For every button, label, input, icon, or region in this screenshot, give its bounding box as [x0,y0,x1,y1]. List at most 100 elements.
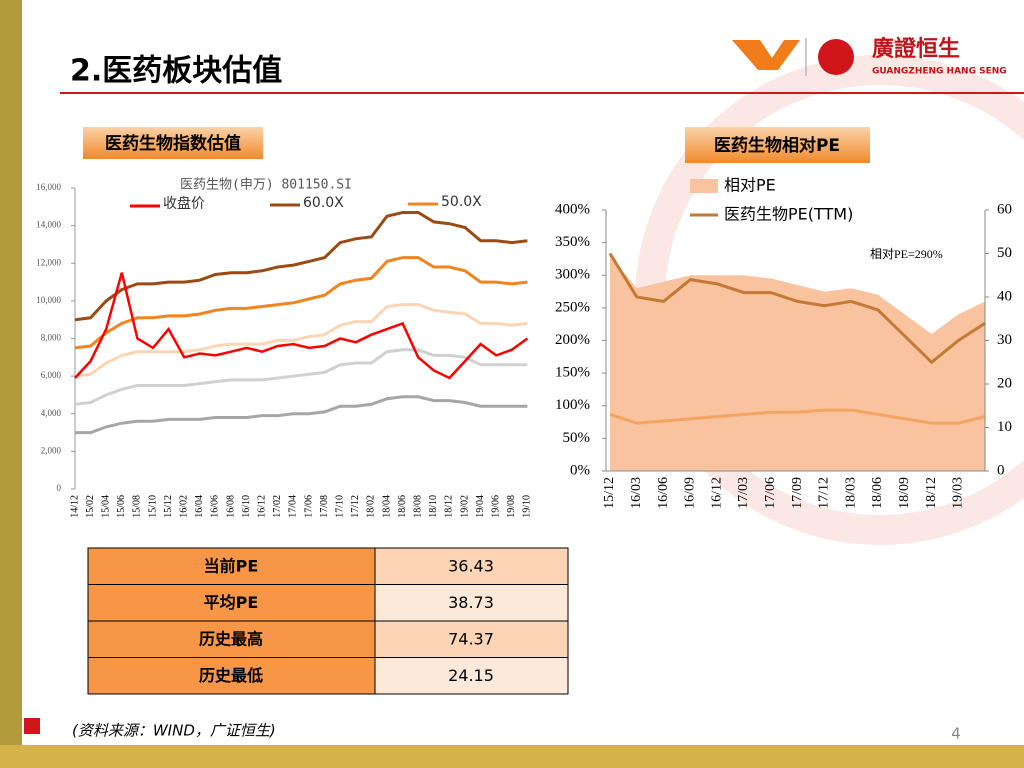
chart-title: 医药生物(申万) 801150.SI [180,178,352,193]
series-line [74,348,528,406]
logo-mark [732,40,800,70]
x-tick-label: 15/12 [602,477,617,509]
legend-label: 收盘价 [163,195,205,212]
x-tick-label: 18/08 [412,495,423,518]
x-tick-label: 17/06 [763,477,778,509]
row-label: 历史最低 [199,666,263,685]
y2-tick-label: 50 [997,245,1012,261]
y-tick-label: 2,000 [41,445,62,455]
y-tick-label: 300% [555,267,590,283]
x-tick-label: 17/06 [303,495,314,518]
annotation: 相对PE=290% [870,247,943,261]
bottom-bar [0,745,1024,768]
series-line [75,395,528,435]
footer-square [24,718,40,734]
y2-tick-label: 10 [997,419,1012,435]
x-tick-label: 16/12 [709,477,724,509]
panel-label-box [685,127,870,163]
y-tick-label: 350% [555,234,590,250]
row-value: 36.43 [448,557,494,576]
logo-name: 廣證恒生 [872,36,960,62]
y2-tick-label: 40 [997,288,1012,304]
x-tick-label: 16/02 [178,495,189,518]
x-tick-label: 18/04 [381,495,392,518]
y-tick-label: 50% [563,430,591,446]
x-tick-label: 16/06 [210,495,221,518]
x-tick-label: 16/04 [194,495,205,518]
x-tick-label: 17/12 [350,495,361,518]
logo-badge [818,39,854,75]
x-tick-label: 17/02 [272,495,283,518]
y-tick-label: 250% [555,299,590,315]
row-value: 74.37 [448,630,494,649]
y-tick-label: 12,000 [36,257,61,267]
x-tick-label: 19/04 [475,495,486,518]
x-tick-label: 16/06 [656,477,671,509]
row-value: 24.15 [448,666,494,685]
page-number: 4 [951,725,961,743]
x-tick-label: 16/09 [683,477,698,509]
y-tick-label: 200% [555,332,590,348]
y-tick-label: 0 [57,483,62,493]
row-label: 平均PE [204,593,259,612]
x-tick-label: 18/12 [444,495,455,518]
y-tick-label: 4,000 [41,408,62,418]
x-tick-label: 17/10 [334,495,345,518]
source: (资料来源：WIND，广证恒生) [72,722,276,740]
x-tick-label: 18/10 [428,495,439,518]
y-tick-label: 16,000 [36,182,61,192]
x-tick-label: 19/03 [951,477,966,509]
x-tick-label: 15/06 [116,495,127,518]
series-line [74,303,528,378]
y-tick-label: 8,000 [41,333,62,343]
panel-label: 医药生物指数估值 [105,133,241,154]
y-tick-label: 100% [555,397,590,413]
series-line [74,211,528,322]
y2-tick-label: 0 [997,462,1005,478]
series-line [74,272,529,380]
page-title: 2.医药板块估值 [70,54,282,89]
series-line [74,256,528,350]
x-tick-label: 16/03 [629,477,644,509]
panel-label-box [83,127,263,159]
series-area [610,255,986,471]
row-label: 当前PE [204,557,259,576]
x-tick-label: 18/09 [897,477,912,509]
x-tick-label: 15/04 [100,495,111,518]
x-tick-label: 18/02 [366,495,377,518]
x-tick-label: 17/03 [736,477,751,509]
x-tick-label: 19/08 [506,495,517,518]
x-tick-label: 19/02 [459,495,470,518]
y-tick-label: 150% [555,365,590,381]
x-tick-label: 16/12 [256,495,267,518]
y-tick-label: 400% [555,201,590,217]
y-tick-label: 10,000 [36,295,61,305]
x-tick-label: 18/06 [870,477,885,509]
panel-label: 医药生物相对PE [714,135,840,156]
legend-label: 50.0X [441,194,482,210]
y-tick-label: 0% [570,462,590,478]
side-bar [0,0,22,768]
y2-tick-label: 20 [997,375,1012,391]
x-tick-label: 15/02 [85,495,96,518]
x-tick-label: 17/08 [319,495,330,518]
legend-label: 医药生物PE(TTM) [724,205,853,224]
x-tick-label: 15/10 [147,495,158,518]
y2-tick-label: 30 [997,332,1012,348]
x-tick-label: 15/08 [132,495,143,518]
y-tick-label: 14,000 [36,220,61,230]
x-tick-label: 16/08 [225,495,236,518]
x-tick-label: 18/12 [924,477,939,509]
table-cell [374,657,569,695]
x-tick-label: 15/12 [163,495,174,518]
series-line [608,252,987,365]
x-tick-label: 17/04 [288,495,299,518]
x-tick-label: 19/10 [522,495,533,518]
y2-tick-label: 60 [997,201,1012,217]
legend-label: 60.0X [303,195,344,211]
y-tick-label: 6,000 [41,370,62,380]
x-tick-label: 14/12 [69,495,80,518]
legend-label: 相对PE [724,176,776,195]
